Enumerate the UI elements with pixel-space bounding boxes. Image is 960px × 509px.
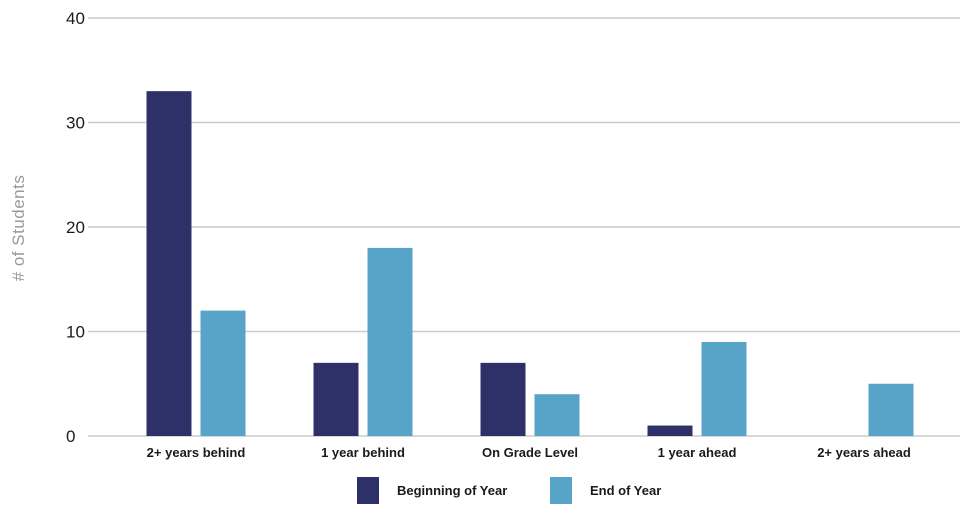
legend-swatch-beginning-of-year: [357, 477, 379, 504]
bar-beginning-2: [480, 362, 526, 436]
bar-beginning-0: [146, 91, 192, 437]
y-tick-label: 10: [66, 323, 85, 342]
legend: Beginning of Year End of Year: [357, 477, 661, 504]
y-tick-label: 40: [66, 9, 85, 28]
bar-end-3: [701, 341, 747, 436]
y-tick-label: 20: [66, 218, 85, 237]
bar-end-2: [534, 394, 580, 436]
x-tick-label: 1 year behind: [321, 445, 405, 460]
y-tick-label: 30: [66, 114, 85, 133]
bars: [146, 91, 914, 437]
bar-end-4: [868, 383, 914, 436]
x-tick-label: 1 year ahead: [658, 445, 737, 460]
legend-label-end-of-year: End of Year: [590, 483, 661, 498]
x-tick-label: On Grade Level: [482, 445, 578, 460]
legend-label-beginning-of-year: Beginning of Year: [397, 483, 507, 498]
x-axis-ticks: 2+ years behind 1 year behind On Grade Lev…: [147, 445, 911, 460]
x-tick-label: 2+ years ahead: [817, 445, 911, 460]
y-tick-label: 0: [66, 427, 75, 446]
bar-end-1: [367, 247, 413, 436]
y-axis-label: # of Students: [9, 175, 28, 282]
bar-beginning-3: [647, 425, 693, 436]
x-tick-label: 2+ years behind: [147, 445, 246, 460]
y-axis-ticks: 0 10 20 30 40: [66, 9, 85, 446]
legend-swatch-end-of-year: [550, 477, 572, 504]
bar-beginning-1: [313, 362, 359, 436]
bar-end-0: [200, 310, 246, 436]
